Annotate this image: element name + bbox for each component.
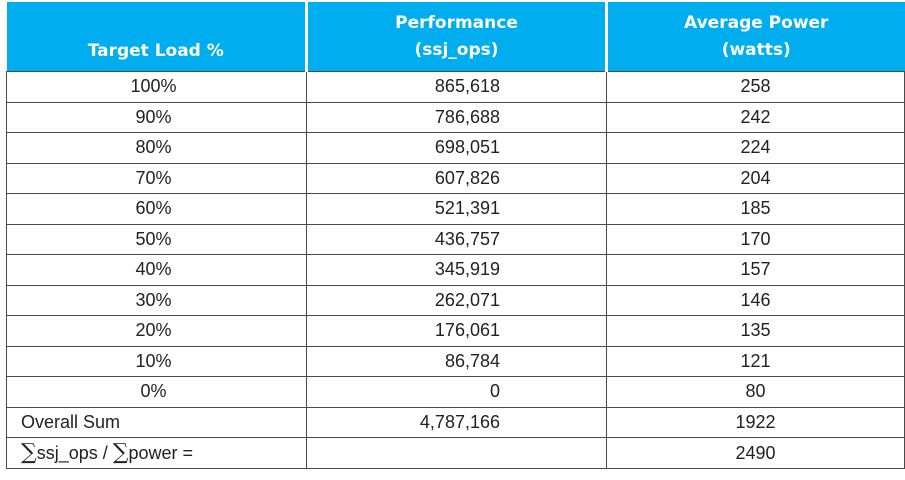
power-performance-table: Target Load % Performance (ssj_ops) Aver… (6, 2, 905, 469)
load-cell: 50% (6, 223, 307, 255)
table-row-overall-sum: Overall Sum 4,787,166 1922 (6, 406, 905, 438)
performance-cell: 436,757 (306, 223, 607, 255)
table-row: 90% 786,688 242 (6, 101, 905, 133)
table-row-ratio: ∑ssj_ops / ∑power = 2490 (6, 437, 905, 469)
load-cell: 90% (6, 101, 307, 133)
performance-cell: 607,826 (306, 162, 607, 194)
performance-cell: 345,919 (306, 254, 607, 286)
table-body: 100% 865,618 258 90% 786,688 242 80% 698,051 224… (6, 71, 905, 469)
overall-sum-performance: 4,787,166 (306, 406, 607, 438)
header-average-power: Average Power (watts) (605, 2, 905, 72)
power-cell: 170 (606, 223, 905, 255)
table-row: 60% 521,391 185 (6, 193, 905, 225)
performance-cell: 176,061 (306, 315, 607, 347)
overall-sum-power: 1922 (606, 406, 905, 438)
load-cell: 100% (6, 71, 307, 103)
header-performance: Performance (ssj_ops) (305, 2, 607, 72)
load-cell: 80% (6, 132, 307, 164)
power-cell: 121 (606, 345, 905, 377)
header-target-load: Target Load % (6, 2, 307, 72)
power-cell: 80 (606, 376, 905, 408)
performance-cell: 786,688 (306, 101, 607, 133)
performance-cell: 698,051 (306, 132, 607, 164)
header-performance-line2: (ssj_ops) (414, 39, 499, 60)
table-row: 10% 86,784 121 (6, 345, 905, 377)
power-cell: 204 (606, 162, 905, 194)
power-cell: 157 (606, 254, 905, 286)
ratio-label: ∑ssj_ops / ∑power = (6, 437, 307, 469)
load-cell: 0% (6, 376, 307, 408)
header-target-load-label: Target Load % (87, 41, 224, 61)
sum-symbol-icon: ∑ (21, 440, 37, 465)
load-cell: 40% (6, 254, 307, 286)
power-cell: 146 (606, 284, 905, 316)
table-row: 30% 262,071 146 (6, 284, 905, 316)
header-row: Target Load % Performance (ssj_ops) Aver… (6, 2, 905, 72)
header-performance-line1: Performance (395, 12, 518, 33)
table-row: 50% 436,757 170 (6, 223, 905, 255)
power-cell: 224 (606, 132, 905, 164)
table-row: 0% 0 80 (6, 376, 905, 408)
sum-symbol-icon: ∑ (112, 440, 129, 465)
performance-cell: 865,618 (306, 71, 607, 103)
load-cell: 30% (6, 284, 307, 316)
performance-cell: 262,071 (306, 284, 607, 316)
performance-cell: 521,391 (306, 193, 607, 225)
table-row: 80% 698,051 224 (6, 132, 905, 164)
header-power-line1: Average Power (684, 12, 829, 33)
header-power-line2: (watts) (721, 39, 791, 60)
table-row: 40% 345,919 157 (6, 254, 905, 286)
table-row: 70% 607,826 204 (6, 162, 905, 194)
power-cell: 258 (606, 71, 905, 103)
overall-sum-label: Overall Sum (6, 406, 307, 438)
ratio-value: 2490 (606, 437, 905, 469)
load-cell: 10% (6, 345, 307, 377)
performance-cell: 86,784 (306, 345, 607, 377)
table-row: 20% 176,061 135 (6, 315, 905, 347)
power-cell: 242 (606, 101, 905, 133)
load-cell: 60% (6, 193, 307, 225)
ratio-power-text: power = (128, 443, 194, 463)
load-cell: 70% (6, 162, 307, 194)
table-header: Target Load % Performance (ssj_ops) Aver… (6, 2, 905, 72)
performance-cell: 0 (306, 376, 607, 408)
ratio-empty-cell (306, 437, 607, 469)
ratio-ops-text: ssj_ops / (36, 443, 113, 463)
power-cell: 135 (606, 315, 905, 347)
table-row: 100% 865,618 258 (6, 71, 905, 103)
load-cell: 20% (6, 315, 307, 347)
power-cell: 185 (606, 193, 905, 225)
